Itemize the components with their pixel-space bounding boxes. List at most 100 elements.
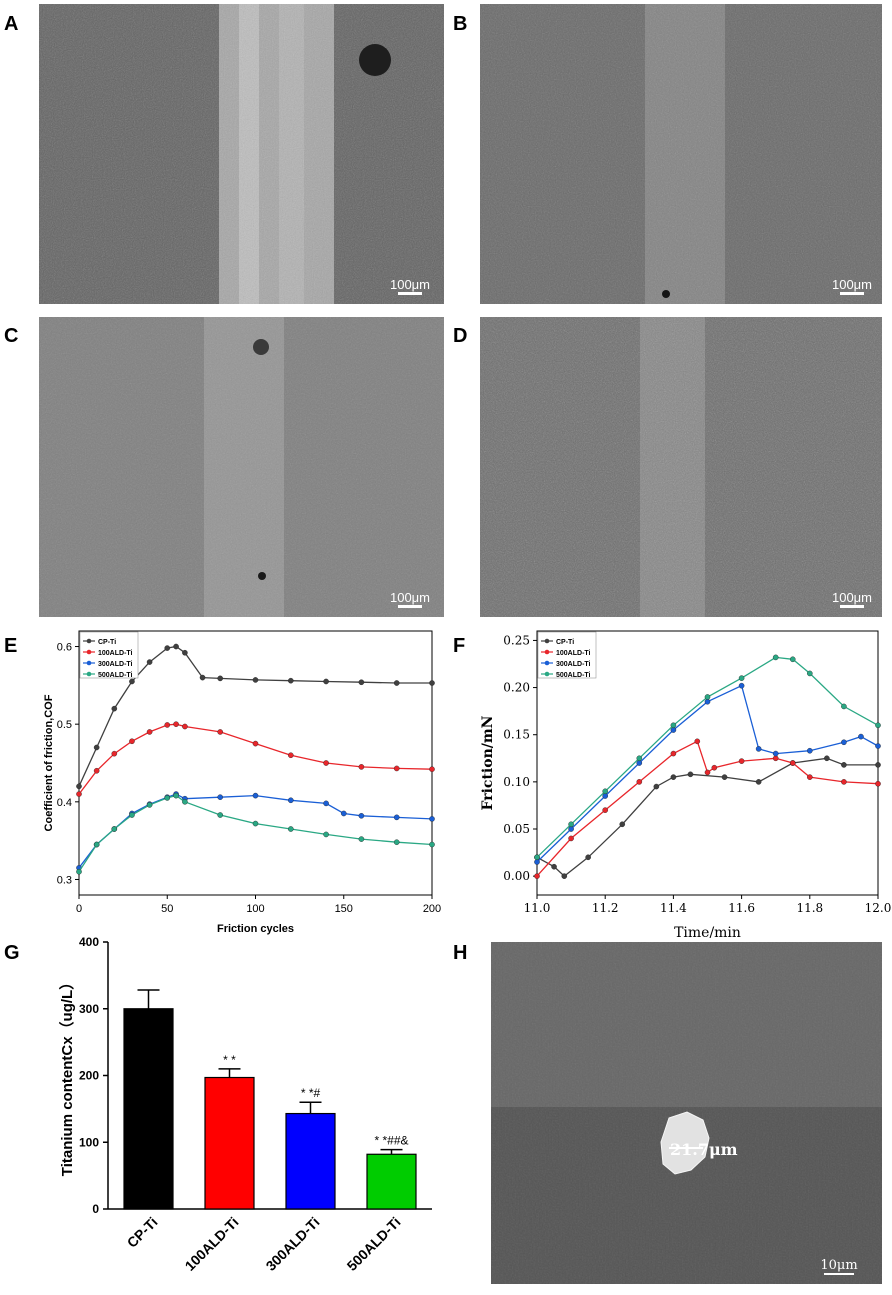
chart-e-point-cp-ti (182, 649, 188, 656)
chart-f-point-100ald-ti (772, 755, 779, 762)
chart-e-point-100ald-ti (173, 721, 179, 727)
chart-f-svg: 11.0 11.2 11.4 11.6 11.8 12.0 0.00 0.05 0.10 0.15… (480, 630, 892, 941)
chart-e-xtick-label: 150 (335, 903, 353, 915)
chart-g-bar-500ald-ti (366, 1153, 417, 1210)
scale-bar-a-label: 100μm (389, 277, 430, 292)
scale-bar-a: 100μm (386, 277, 434, 295)
chart-e-xtick-label: 50 (161, 903, 173, 915)
scale-bar-h-label: 10μm (820, 1258, 858, 1273)
chart-f-point-cp-ti (561, 873, 568, 879)
chart-e-point-cp-ti (76, 783, 82, 790)
chart-f-point-300ald-ti (875, 743, 881, 749)
chart-e-point-100ald-ti (323, 760, 329, 766)
chart-e-xtick-label: 0 (76, 903, 82, 915)
panel-letter-f: F (453, 635, 466, 657)
chart-f-point-100ald-ti (711, 764, 718, 771)
chart-f-ytick-label: 0.10 (503, 775, 530, 789)
chart-g-significance-label: * *##& (374, 1134, 408, 1148)
panel-letter-h: H (453, 942, 468, 964)
chart-f-point-cp-ti (875, 762, 881, 768)
chart-e-legend-label: CP-Ti (98, 639, 116, 646)
chart-e-point-cp-ti (164, 645, 171, 651)
scale-bar-h: 10μm (817, 1258, 861, 1275)
chart-f-ytick-label: 0.20 (503, 681, 530, 695)
scale-bar-c: 100μm (386, 590, 434, 608)
chart-f-ytick-label: 0.25 (503, 633, 530, 647)
chart-f-point-300ald-ti (806, 747, 813, 754)
chart-f-point-500ald-ti (789, 656, 796, 663)
sem-image-h (491, 942, 882, 1284)
chart-f-point-300ald-ti (858, 733, 864, 740)
chart-g-ytick-label: 300 (79, 1002, 99, 1016)
chart-e-point-300ald-ti (340, 810, 347, 817)
chart-f-point-300ald-ti (841, 739, 847, 746)
chart-e-point-500ald-ti (76, 868, 82, 875)
chart-e-point-100ald-ti (287, 752, 294, 759)
chart-e-point-300ald-ti (358, 812, 365, 819)
chart-f-xtick-label: 11.6 (728, 901, 755, 915)
chart-e: 0 50 100 150 200 0.3 0.4 0.5 0.6 Friction cycles C… (0, 620, 446, 935)
chart-e-point-300ald-ti (323, 800, 329, 807)
chart-f-legend: CP-Ti 100ALD-Ti 300ALD-Ti 500ALD-Ti (537, 631, 597, 679)
chart-e-point-500ald-ti (173, 792, 179, 799)
chart-e-xlabel: Friction cycles (217, 923, 294, 935)
chart-f-point-100ald-ti (534, 873, 540, 879)
chart-e-point-500ald-ti (93, 841, 100, 848)
chart-f-point-500ald-ti (772, 654, 779, 661)
chart-f-point-cp-ti (687, 771, 694, 778)
chart-f-legend-label: 300ALD-Ti (556, 661, 591, 668)
chart-e-point-cp-ti (199, 674, 206, 681)
chart-e-svg: 0 50 100 150 200 0.3 0.4 0.5 0.6 Friction cycles C… (43, 630, 441, 935)
chart-e-legend-label: 500ALD-Ti (98, 672, 133, 679)
chart-g-significance-label: * *# (301, 1086, 321, 1100)
chart-f-series-line-100ald-ti (536, 740, 879, 877)
chart-e-ytick-label: 0.3 (57, 874, 72, 886)
chart-f-point-100ald-ti (568, 835, 574, 842)
chart-e-point-cp-ti (429, 680, 435, 686)
chart-f-ytick-label: 0.00 (503, 869, 530, 883)
chart-f-legend-marker (544, 671, 550, 677)
chart-e-series-line-cp-ti (78, 645, 432, 787)
chart-f-point-100ald-ti (602, 807, 608, 813)
chart-e-point-100ald-ti (393, 765, 400, 772)
chart-e-point-300ald-ti (217, 794, 223, 800)
panel-letter-d: D (453, 325, 468, 347)
chart-e-point-cp-ti (217, 675, 223, 682)
chart-f-point-cp-ti (841, 762, 847, 768)
chart-e-series-line-100ald-ti (78, 723, 433, 795)
chart-e-point-cp-ti (287, 677, 294, 684)
chart-e-point-500ald-ti (323, 831, 329, 838)
chart-e-point-100ald-ti (76, 791, 82, 797)
chart-f-series-line-cp-ti (536, 757, 878, 877)
chart-e-legend-marker (86, 660, 92, 666)
chart-f-xtick-label: 12.0 (865, 901, 892, 915)
chart-f-point-cp-ti (824, 755, 830, 762)
chart-e-xtick-label: 200 (423, 903, 441, 915)
chart-f-point-100ald-ti (789, 760, 796, 766)
panel-letter-e: E (4, 635, 18, 657)
chart-e-point-500ald-ti (217, 812, 223, 818)
chart-e-point-500ald-ti (252, 820, 259, 827)
chart-g-ytick-label: 200 (79, 1069, 99, 1083)
sem-image-b (480, 4, 882, 304)
chart-f-point-500ald-ti (602, 788, 608, 795)
chart-e-legend-marker (86, 649, 92, 655)
panel-letter-a: A (4, 13, 19, 35)
chart-e-legend: CP-Ti 100ALD-Ti 300ALD-Ti 500ALD-Ti (79, 631, 139, 679)
chart-e-point-300ald-ti (252, 792, 259, 799)
chart-e-ytick-label: 0.5 (57, 719, 72, 731)
chart-e-point-100ald-ti (429, 766, 435, 773)
sem-image-d (480, 317, 882, 617)
particle-shape (660, 1111, 710, 1175)
chart-e-point-300ald-ti (393, 814, 400, 821)
chart-e-point-cp-ti (93, 744, 100, 751)
chart-f-point-500ald-ti (534, 854, 540, 861)
chart-g-svg: 0 100 200 300 400 Titanium contentCx（ug/L） CP-… (58, 935, 432, 1274)
chart-f-point-500ald-ti (738, 675, 745, 681)
chart-f-xtick-label: 11.2 (592, 901, 619, 915)
chart-e-point-100ald-ti (93, 767, 100, 774)
scale-bar-c-label: 100μm (389, 590, 430, 605)
scale-bar-b: 100μm (828, 277, 876, 295)
chart-g-xtick-label: CP-Ti (124, 1214, 161, 1251)
chart-e-legend-marker (86, 638, 92, 644)
